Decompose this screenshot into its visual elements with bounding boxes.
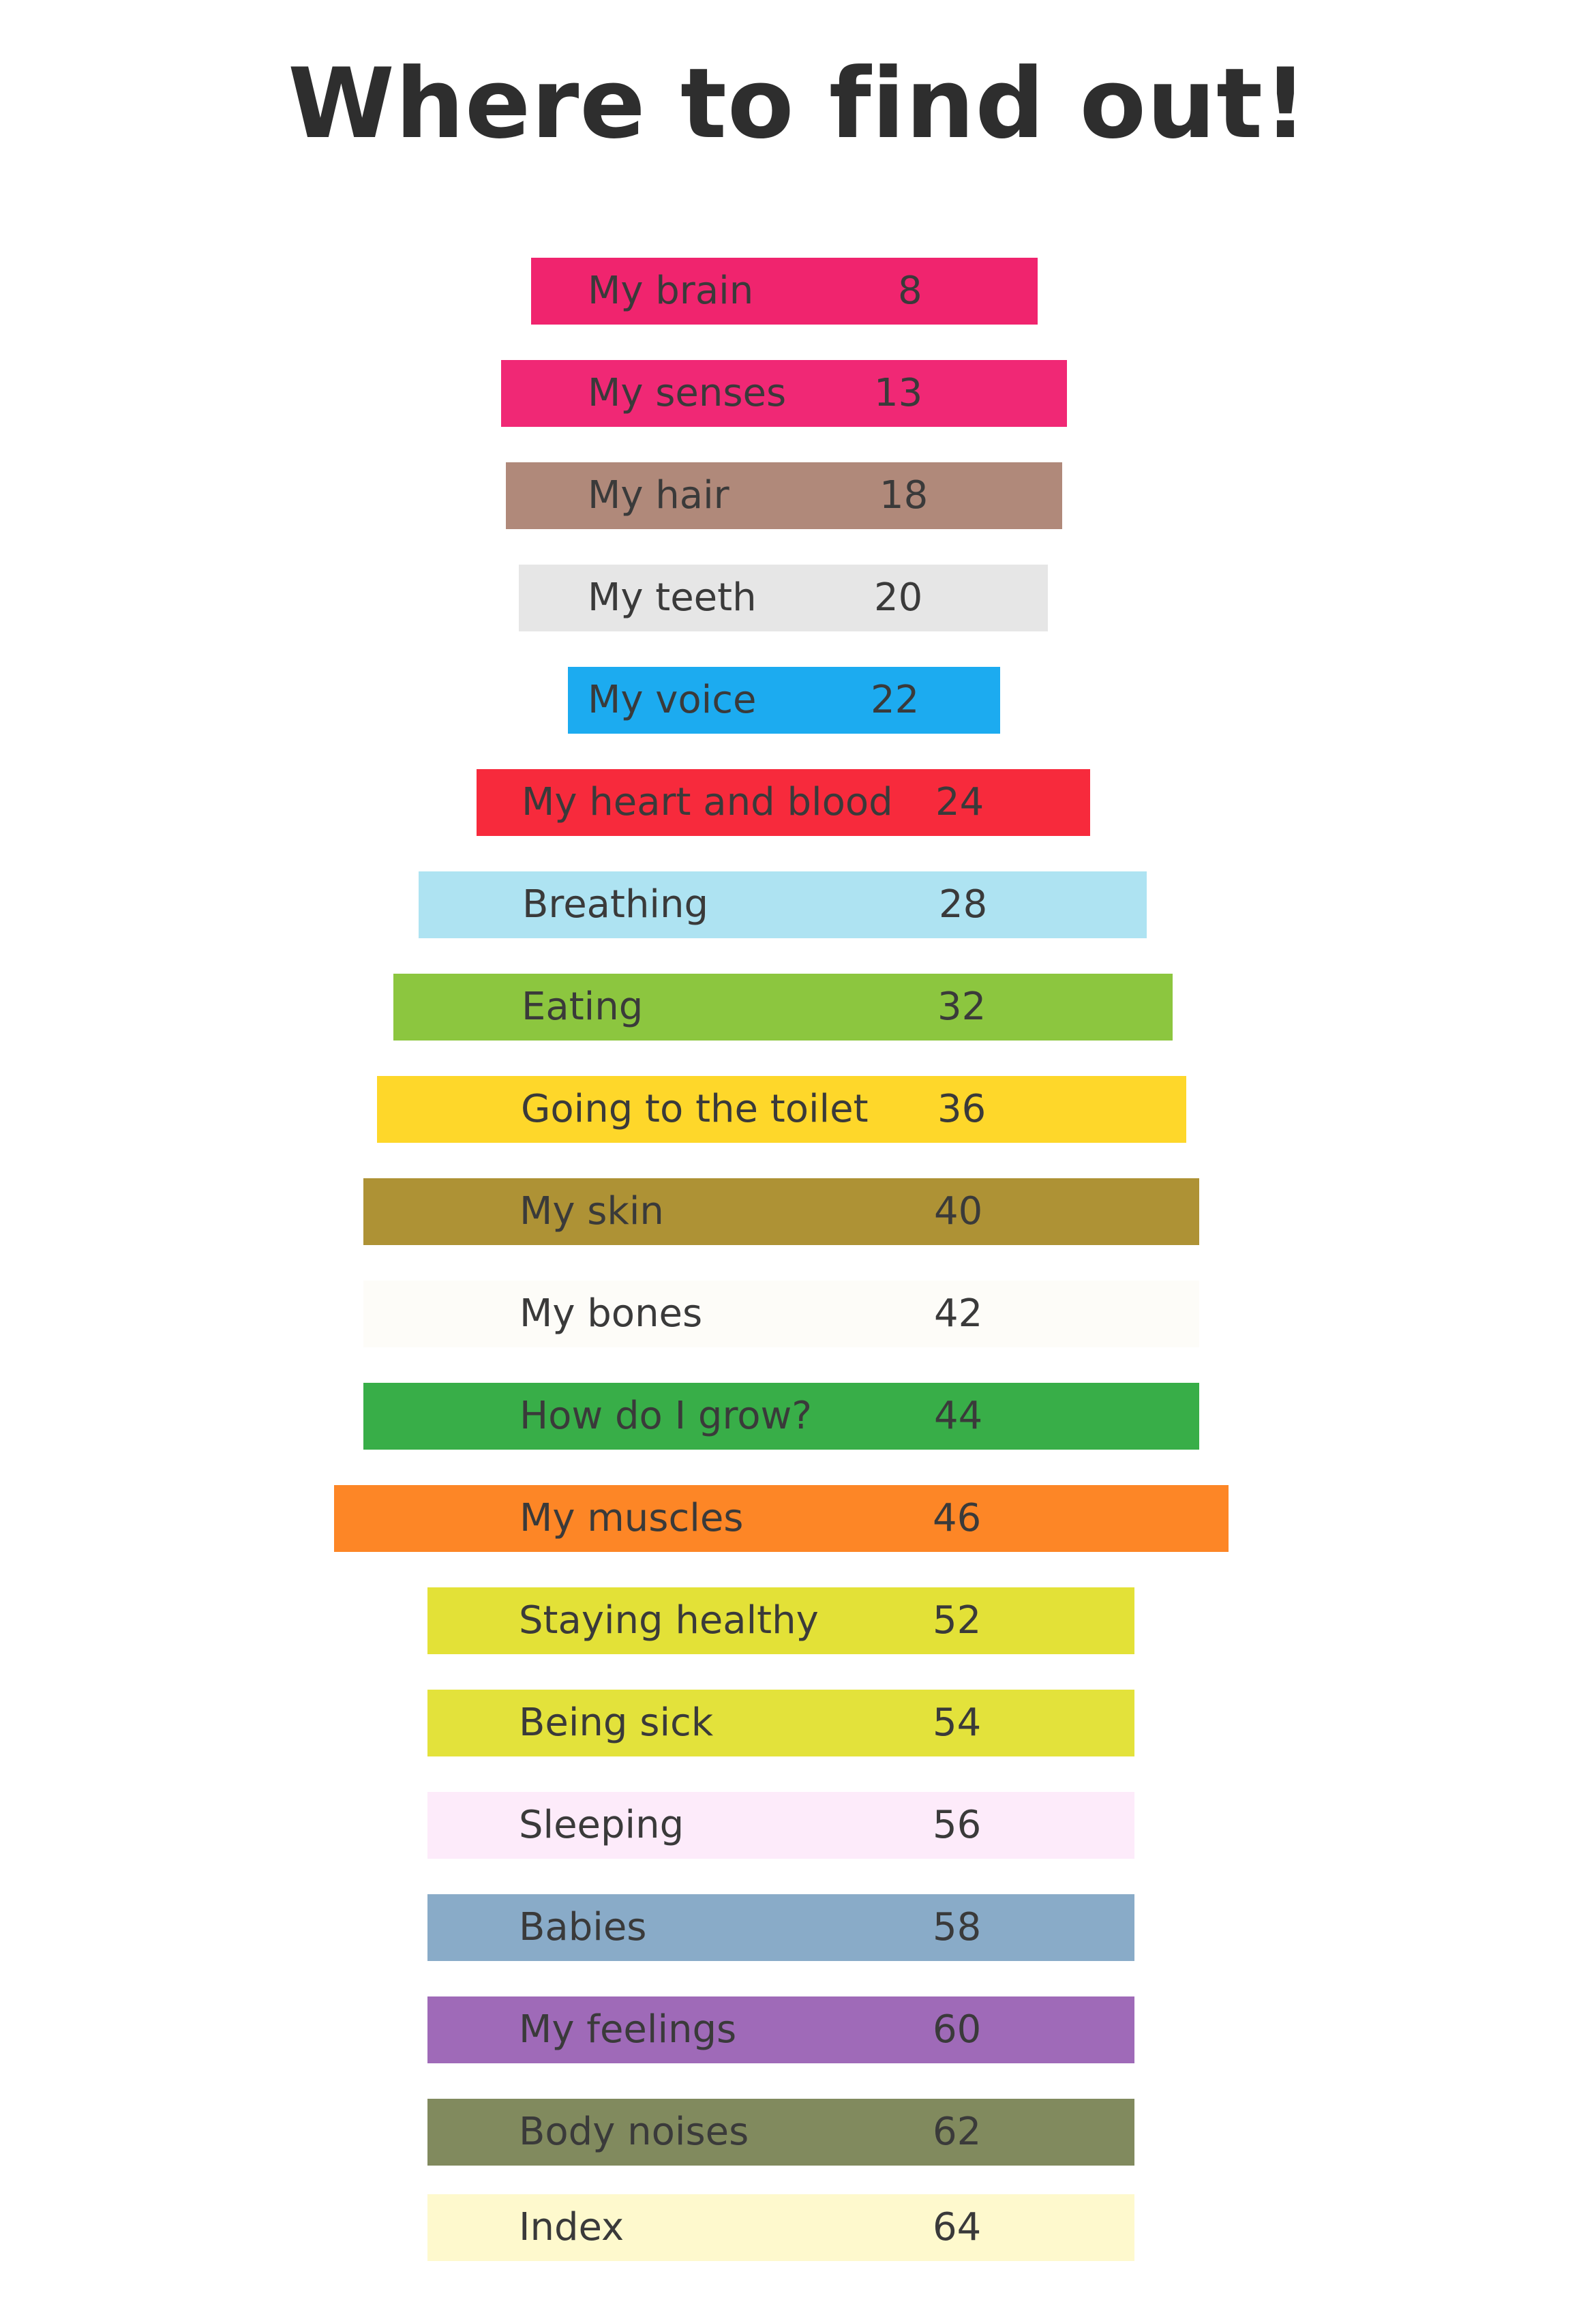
entry-page-number: 60 xyxy=(933,2007,982,2052)
toc-entry-my-muscles[interactable]: My muscles 46 xyxy=(334,1485,1229,1552)
entry-page-number: 36 xyxy=(937,1087,987,1131)
toc-entry-breathing[interactable]: Breathing 28 xyxy=(419,871,1147,938)
entry-page-number: 52 xyxy=(933,1598,982,1643)
page-title: Where to find out! xyxy=(288,48,1308,160)
entry-page-number: 54 xyxy=(933,1701,982,1745)
entry-label: How do I grow? xyxy=(520,1394,813,1438)
entry-label: My senses xyxy=(588,371,787,415)
toc-entry-my-feelings[interactable]: My feelings 60 xyxy=(427,1996,1134,2063)
toc-entry-my-bones[interactable]: My bones 42 xyxy=(363,1281,1199,1347)
toc-entry-staying-healthy[interactable]: Staying healthy 52 xyxy=(427,1587,1134,1654)
entry-page-number: 56 xyxy=(933,1803,982,1847)
entry-label: My feelings xyxy=(519,2007,737,2052)
entry-page-number: 58 xyxy=(933,1905,982,1949)
toc-entry-sleeping[interactable]: Sleeping 56 xyxy=(427,1792,1134,1859)
entry-label: My heart and blood xyxy=(522,780,893,824)
entry-page-number: 8 xyxy=(898,269,922,313)
entry-page-number: 28 xyxy=(939,882,988,927)
toc-entry-babies[interactable]: Babies 58 xyxy=(427,1894,1134,1961)
entry-page-number: 32 xyxy=(937,985,987,1029)
entry-label: Babies xyxy=(519,1905,647,1949)
entry-label: My teeth xyxy=(588,575,757,620)
entry-label: Staying healthy xyxy=(519,1598,819,1643)
toc-entry-my-heart-and-blood[interactable]: My heart and blood 24 xyxy=(477,769,1090,836)
entry-page-number: 40 xyxy=(934,1189,983,1233)
entry-page-number: 64 xyxy=(933,2205,982,2249)
toc-entry-my-voice[interactable]: My voice 22 xyxy=(568,667,1000,734)
entry-label: Going to the toilet xyxy=(521,1087,869,1131)
entry-label: Index xyxy=(519,2205,624,2249)
entry-label: My hair xyxy=(588,473,729,518)
entry-label: Being sick xyxy=(519,1701,714,1745)
entry-page-number: 18 xyxy=(879,473,929,518)
toc-entry-how-do-i-grow[interactable]: How do I grow? 44 xyxy=(363,1383,1199,1450)
entry-page-number: 20 xyxy=(874,575,923,620)
entry-label: My muscles xyxy=(520,1496,744,1540)
entry-page-number: 24 xyxy=(935,780,984,824)
toc-entry-my-hair[interactable]: My hair 18 xyxy=(506,462,1062,529)
entry-page-number: 46 xyxy=(933,1496,982,1540)
toc-entry-going-to-the-toilet[interactable]: Going to the toilet 36 xyxy=(377,1076,1186,1143)
toc-entry-eating[interactable]: Eating 32 xyxy=(393,974,1173,1041)
toc-entry-my-skin[interactable]: My skin 40 xyxy=(363,1178,1199,1245)
entry-label: Sleeping xyxy=(519,1803,684,1847)
entry-label: Breathing xyxy=(522,882,709,927)
entry-label: Body noises xyxy=(519,2110,749,2154)
entry-label: Eating xyxy=(522,985,644,1029)
entry-label: My brain xyxy=(588,269,754,313)
entry-page-number: 13 xyxy=(874,371,923,415)
entry-page-number: 22 xyxy=(871,678,920,722)
entry-page-number: 42 xyxy=(934,1291,983,1336)
entry-label: My skin xyxy=(520,1189,664,1233)
entry-label: My bones xyxy=(520,1291,703,1336)
entry-page-number: 44 xyxy=(934,1394,983,1438)
toc-entry-index[interactable]: Index 64 xyxy=(427,2194,1134,2261)
toc-entry-body-noises[interactable]: Body noises 62 xyxy=(427,2099,1134,2166)
toc-entry-my-senses[interactable]: My senses 13 xyxy=(501,360,1067,427)
toc-entry-my-teeth[interactable]: My teeth 20 xyxy=(519,565,1048,631)
entry-label: My voice xyxy=(588,678,757,722)
toc-entry-being-sick[interactable]: Being sick 54 xyxy=(427,1690,1134,1756)
entry-page-number: 62 xyxy=(933,2110,982,2154)
toc-entry-my-brain[interactable]: My brain 8 xyxy=(531,258,1038,325)
